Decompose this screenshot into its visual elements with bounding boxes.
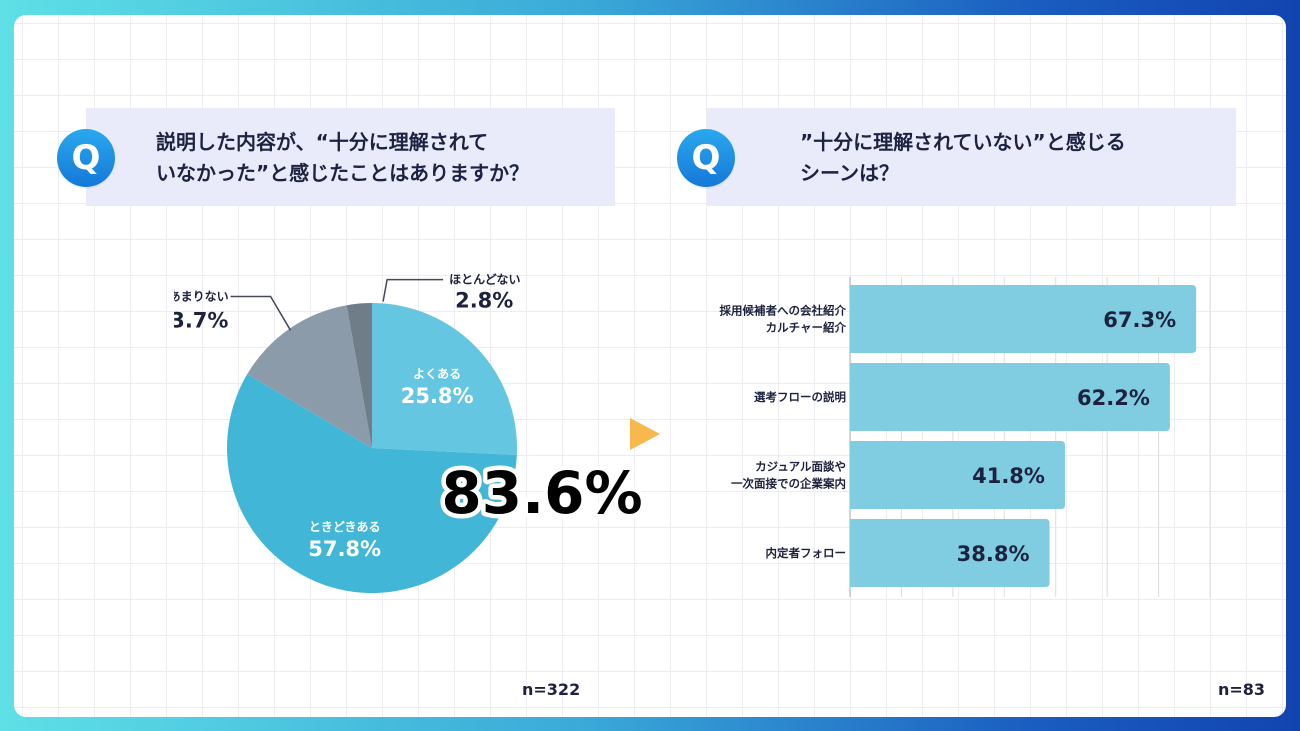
- pie-slice-often: [372, 303, 517, 456]
- pie-rarely-leader-line: [230, 295, 292, 331]
- pie-slice-rarely: [247, 305, 372, 448]
- bar-category-label: 内定者フォロー: [766, 546, 847, 560]
- pie-often-label: よくある: [413, 367, 461, 381]
- right-q-icon-letter: Q: [691, 138, 721, 178]
- bar-category-label: 一次面接での企業案内: [731, 477, 846, 491]
- right-q-icon: Q: [677, 129, 735, 187]
- pie-rarely-value: 13.7%: [174, 308, 228, 332]
- left-sample-size: n=322: [522, 680, 581, 699]
- pie-hardly-leader-line: [382, 278, 444, 302]
- bar-4: [850, 519, 1050, 587]
- pie-highlight-value: 83.6%: [441, 459, 642, 527]
- bar-category-label: 選考フローの説明: [754, 390, 846, 404]
- triangle-right-icon: [630, 418, 660, 450]
- bar-category-label: カルチャー紹介: [766, 321, 847, 335]
- bar-value-label: 62.2%: [1077, 386, 1150, 410]
- pie-often-value: 25.8%: [401, 384, 474, 408]
- bar-category-label: カジュアル面談や: [755, 460, 846, 474]
- pie-hardly-value: 2.8%: [455, 289, 513, 313]
- pie-slice-hardly: [346, 303, 372, 448]
- right-sample-size: n=83: [1218, 680, 1266, 699]
- right-question-box: [707, 108, 1236, 206]
- bar-value-label: 41.8%: [972, 464, 1045, 488]
- bar-3: [850, 441, 1065, 509]
- pie-chart: よくある 25.8% ときどきある 57.8% あまりない 13.7% ほとんどない 2.8%…: [174, 273, 647, 593]
- bar-value-label: 67.3%: [1103, 308, 1176, 332]
- card: Q 説明した内容が、“十分に理解されて いなかった”と感じたことはありますか？ …: [14, 15, 1286, 717]
- pie-slice-sometimes: [226, 374, 517, 593]
- bar-category-label: 採用候補者への会社紹介: [720, 304, 847, 318]
- pie-hardly-label: ほとんどない: [449, 273, 520, 287]
- left-q-icon: Q: [57, 129, 115, 187]
- right-question-text: ”十分に理解されていない”と感じる シーンは？: [800, 130, 1126, 185]
- left-q-icon-letter: Q: [71, 138, 101, 178]
- bar-1: [850, 285, 1197, 353]
- left-question-box: [86, 108, 615, 206]
- left-question-text: 説明した内容が、“十分に理解されて いなかった”と感じたことはありますか？: [156, 130, 530, 185]
- pie-sometimes-label: ときどきある: [309, 520, 381, 534]
- pie-rarely-label: あまりない: [174, 289, 229, 303]
- bar-2: [850, 363, 1170, 431]
- bar-value-label: 38.8%: [957, 542, 1030, 566]
- pie-sometimes-value: 57.8%: [308, 537, 381, 561]
